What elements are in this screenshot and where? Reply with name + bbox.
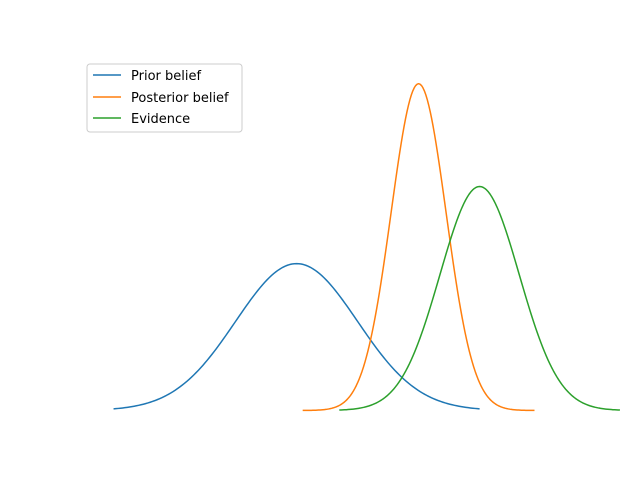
series-line-posterior bbox=[302, 82, 535, 412]
legend-label-prior: Prior belief bbox=[131, 69, 201, 84]
legend-label-posterior: Posterior belief bbox=[131, 91, 229, 106]
legend-frame bbox=[86, 63, 243, 133]
plot-area bbox=[113, 82, 620, 412]
legend-label-evidence: Evidence bbox=[131, 112, 190, 127]
legend: Prior belief Posterior belief Evidence bbox=[86, 63, 243, 133]
series-line-evidence bbox=[339, 185, 620, 411]
series-line-prior bbox=[113, 262, 480, 410]
